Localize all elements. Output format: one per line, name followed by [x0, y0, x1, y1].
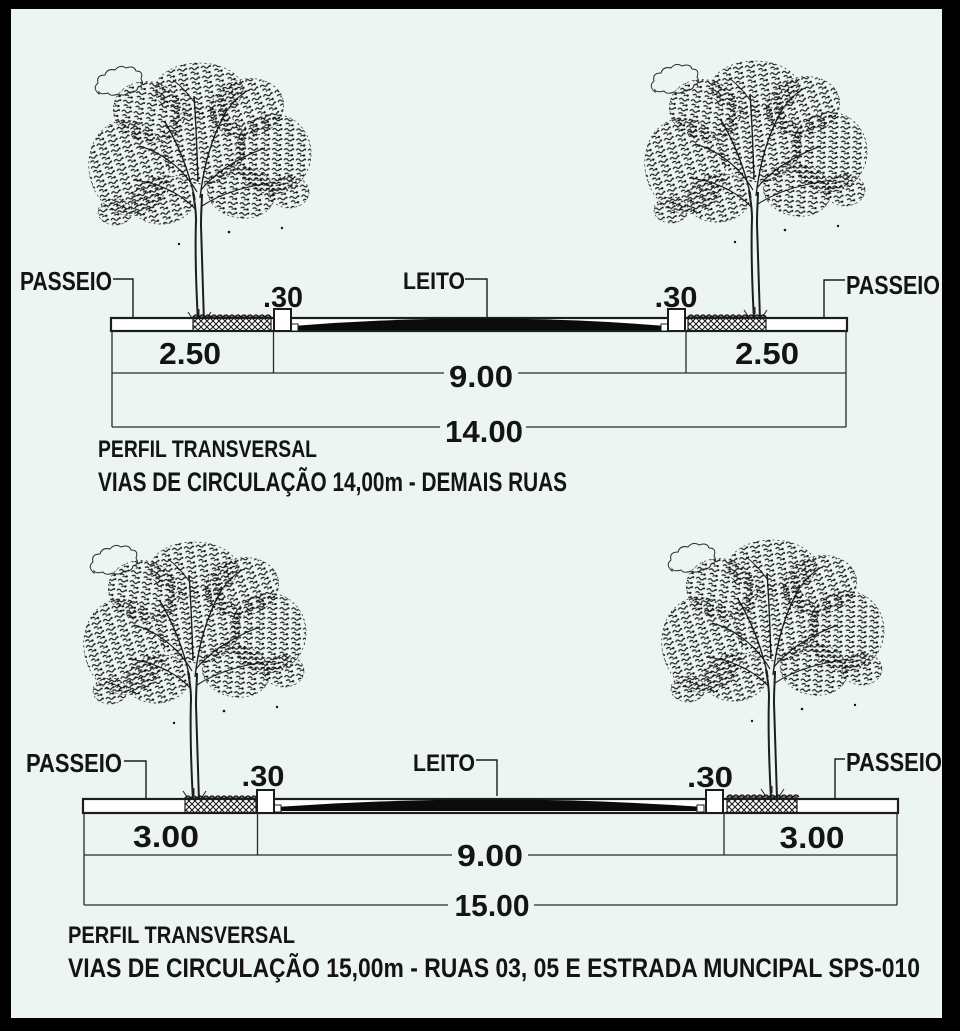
curb-left-dim: .30: [263, 282, 303, 314]
sidewalk-left-dim: 2.50: [159, 336, 221, 371]
leito-label: LEITO: [403, 268, 465, 295]
grass-edge-right: [726, 794, 800, 798]
curb-right-dim: .30: [655, 282, 698, 314]
leito-label: LEITO: [413, 750, 475, 777]
dimension-lines-14m: [111, 331, 847, 428]
total-width-dim: 14.00: [445, 414, 523, 449]
curb-right: [705, 789, 724, 814]
caption-title-15m: PERFIL TRANSVERSAL: [68, 922, 295, 949]
profile-section-15m: PASSEIO .30 LEITO .30 PASSEIO 3.00 3.00 …: [26, 539, 942, 983]
road-crown-surface: [293, 318, 666, 330]
roadbed-dim: 9.00: [449, 359, 513, 394]
roadbed-dim: 9.00: [457, 838, 523, 873]
sidewalk-right-dim: 2.50: [735, 336, 799, 371]
gutter-right: [696, 804, 705, 813]
curb-left: [256, 789, 275, 814]
gutter-left: [273, 804, 282, 813]
planting-strip-right: [687, 316, 767, 332]
grass-edge-right: [687, 314, 767, 318]
total-width-dim: 15.00: [455, 888, 530, 923]
sidewalk-right-dim: 3.00: [780, 820, 845, 855]
curb-right: [667, 308, 686, 332]
curb-right-dim: .30: [687, 762, 733, 794]
sidewalk-left-dim: 3.00: [133, 819, 199, 854]
caption-subtitle-14m: VIAS DE CIRCULAÇÃO 14,00m - DEMAIS RUAS: [98, 466, 567, 497]
dimension-lines-15m: [83, 813, 898, 906]
leader-lines-14m: [113, 278, 845, 319]
profile-section-14m: PASSEIO .30 LEITO .30 PASSEIO 2.50 2.50 …: [20, 60, 940, 497]
curb-left-dim: .30: [242, 761, 285, 793]
curb-left: [273, 308, 292, 332]
passeio-left-label: PASSEIO: [26, 748, 122, 778]
gutter-right: [660, 323, 669, 332]
passeio-right-label: PASSEIO: [846, 270, 940, 300]
leader-lines-15m: [124, 758, 845, 800]
grass-edge-left: [184, 795, 258, 799]
passeio-right-label: PASSEIO: [846, 747, 942, 777]
planting-strip-left: [184, 797, 257, 814]
caption-title-14m: PERFIL TRANSVERSAL: [98, 436, 317, 463]
cross-section-14m: [109, 308, 849, 333]
planting-strip-right: [726, 796, 798, 814]
cross-section-15m: [81, 789, 900, 815]
grass-edge-left: [192, 314, 272, 318]
gutter-left: [290, 323, 299, 332]
planting-strip-left: [192, 316, 272, 332]
caption-subtitle-15m: VIAS DE CIRCULAÇÃO 15,00m - RUAS 03, 05 …: [68, 952, 920, 983]
road-crown-surface: [276, 799, 704, 811]
passeio-left-label: PASSEIO: [20, 266, 112, 296]
